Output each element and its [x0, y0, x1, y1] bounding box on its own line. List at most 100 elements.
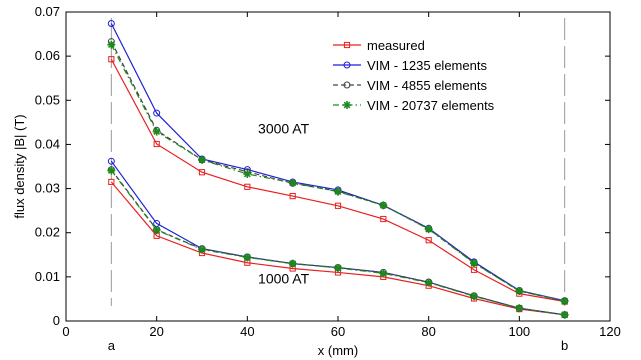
legend-label: VIM - 20737 elements: [367, 98, 495, 113]
series-4: [107, 40, 569, 319]
legend-swatch-marker: [343, 81, 351, 89]
data-point: [424, 278, 433, 287]
data-point: [152, 226, 161, 235]
star-stroke: [561, 311, 569, 319]
data-point: [379, 201, 388, 210]
legend-swatch-marker: [343, 41, 351, 49]
x-tick-label: 40: [240, 324, 254, 339]
star-stroke: [379, 201, 387, 209]
x-tick-label: 100: [508, 324, 530, 339]
legend-item: VIM - 20737 elements: [333, 98, 495, 113]
y-tick-label: 0.07: [35, 4, 60, 19]
marker-label-b: b: [561, 338, 568, 353]
data-point: [244, 183, 251, 190]
data-point: [470, 259, 478, 268]
series-line: [110, 160, 565, 316]
star-stroke: [153, 128, 161, 136]
y-tick-label: 0.05: [35, 92, 60, 107]
data-point: [334, 187, 342, 196]
star-stroke: [198, 156, 206, 164]
star-stroke: [515, 287, 523, 295]
legend-item: VIM - 1235 elements: [333, 58, 487, 73]
legend-label: VIM - 4855 elements: [367, 78, 487, 93]
data-point: [288, 178, 297, 187]
data-point: [107, 19, 115, 27]
y-tick-label: 0.01: [35, 269, 60, 284]
series-layer: [107, 19, 569, 319]
legend-item: VIM - 4855 elements: [333, 78, 487, 93]
y-axis-label: flux density |B| (T): [12, 114, 27, 218]
data-point: [289, 192, 296, 200]
annotation: 1000 AT: [258, 270, 310, 286]
star-stroke: [379, 269, 387, 277]
data-point: [424, 225, 433, 234]
star-stroke: [343, 101, 351, 109]
data-point: [243, 170, 252, 179]
star-stroke: [289, 179, 297, 187]
x-tick-label: 20: [149, 324, 163, 339]
data-point: [288, 259, 297, 268]
data-point: [153, 109, 161, 117]
data-point: [334, 202, 342, 209]
series-line: [110, 44, 565, 302]
legend-swatch-marker: [343, 61, 351, 69]
x-axis-label: x (mm): [318, 343, 358, 358]
star-stroke: [515, 304, 523, 312]
x-tick-label: 0: [62, 324, 69, 339]
star-stroke: [561, 297, 569, 305]
series-3: [107, 38, 569, 319]
data-point: [470, 266, 478, 273]
data-point: [107, 157, 115, 165]
star-stroke: [425, 279, 433, 286]
data-point: [425, 237, 432, 244]
data-point: [107, 166, 116, 175]
data-point: [198, 169, 206, 176]
y-tick-label: 0.04: [35, 136, 60, 151]
x-tick-label: 80: [421, 324, 435, 339]
star-stroke: [107, 41, 115, 49]
marker-label-a: a: [108, 338, 116, 353]
data-point: [153, 140, 160, 148]
star-stroke: [198, 246, 206, 253]
x-tick-label: 60: [331, 324, 345, 339]
legend-label: measured: [367, 38, 425, 53]
legend-label: VIM - 1235 elements: [367, 58, 487, 73]
star-stroke: [425, 225, 433, 233]
data-point: [379, 269, 388, 278]
y-tick-label: 0: [53, 313, 60, 328]
data-point: [560, 297, 569, 306]
star-stroke: [243, 170, 251, 178]
data-point: [515, 286, 524, 295]
data-point: [108, 56, 115, 63]
data-point: [334, 264, 342, 273]
star-stroke: [153, 226, 161, 234]
data-point: [470, 292, 478, 301]
star-stroke: [289, 260, 297, 268]
star-stroke: [470, 292, 478, 300]
data-point: [108, 178, 115, 186]
y-tick-label: 0.02: [35, 225, 60, 240]
star-stroke: [470, 259, 478, 267]
star-stroke: [334, 188, 342, 196]
data-point: [198, 155, 206, 164]
data-point: [380, 215, 387, 223]
legend: measured VIM - 1235 elements VIM - 4855 el…: [333, 38, 495, 113]
x-tick-label: 120: [599, 324, 621, 339]
data-point: [152, 127, 161, 136]
data-point: [198, 245, 206, 254]
legend-swatch-marker: [343, 101, 351, 109]
data-point: [243, 253, 252, 262]
star-stroke: [243, 254, 251, 261]
annotation: 3000 AT: [258, 120, 310, 136]
data-point: [107, 40, 116, 49]
data-point: [560, 310, 569, 319]
data-point: [515, 304, 524, 313]
legend-item: measured: [333, 38, 425, 53]
star-stroke: [334, 264, 342, 272]
y-tick-label: 0.06: [35, 48, 60, 63]
series-line: [110, 58, 565, 303]
series-line: [110, 181, 565, 316]
series-line: [110, 41, 565, 302]
